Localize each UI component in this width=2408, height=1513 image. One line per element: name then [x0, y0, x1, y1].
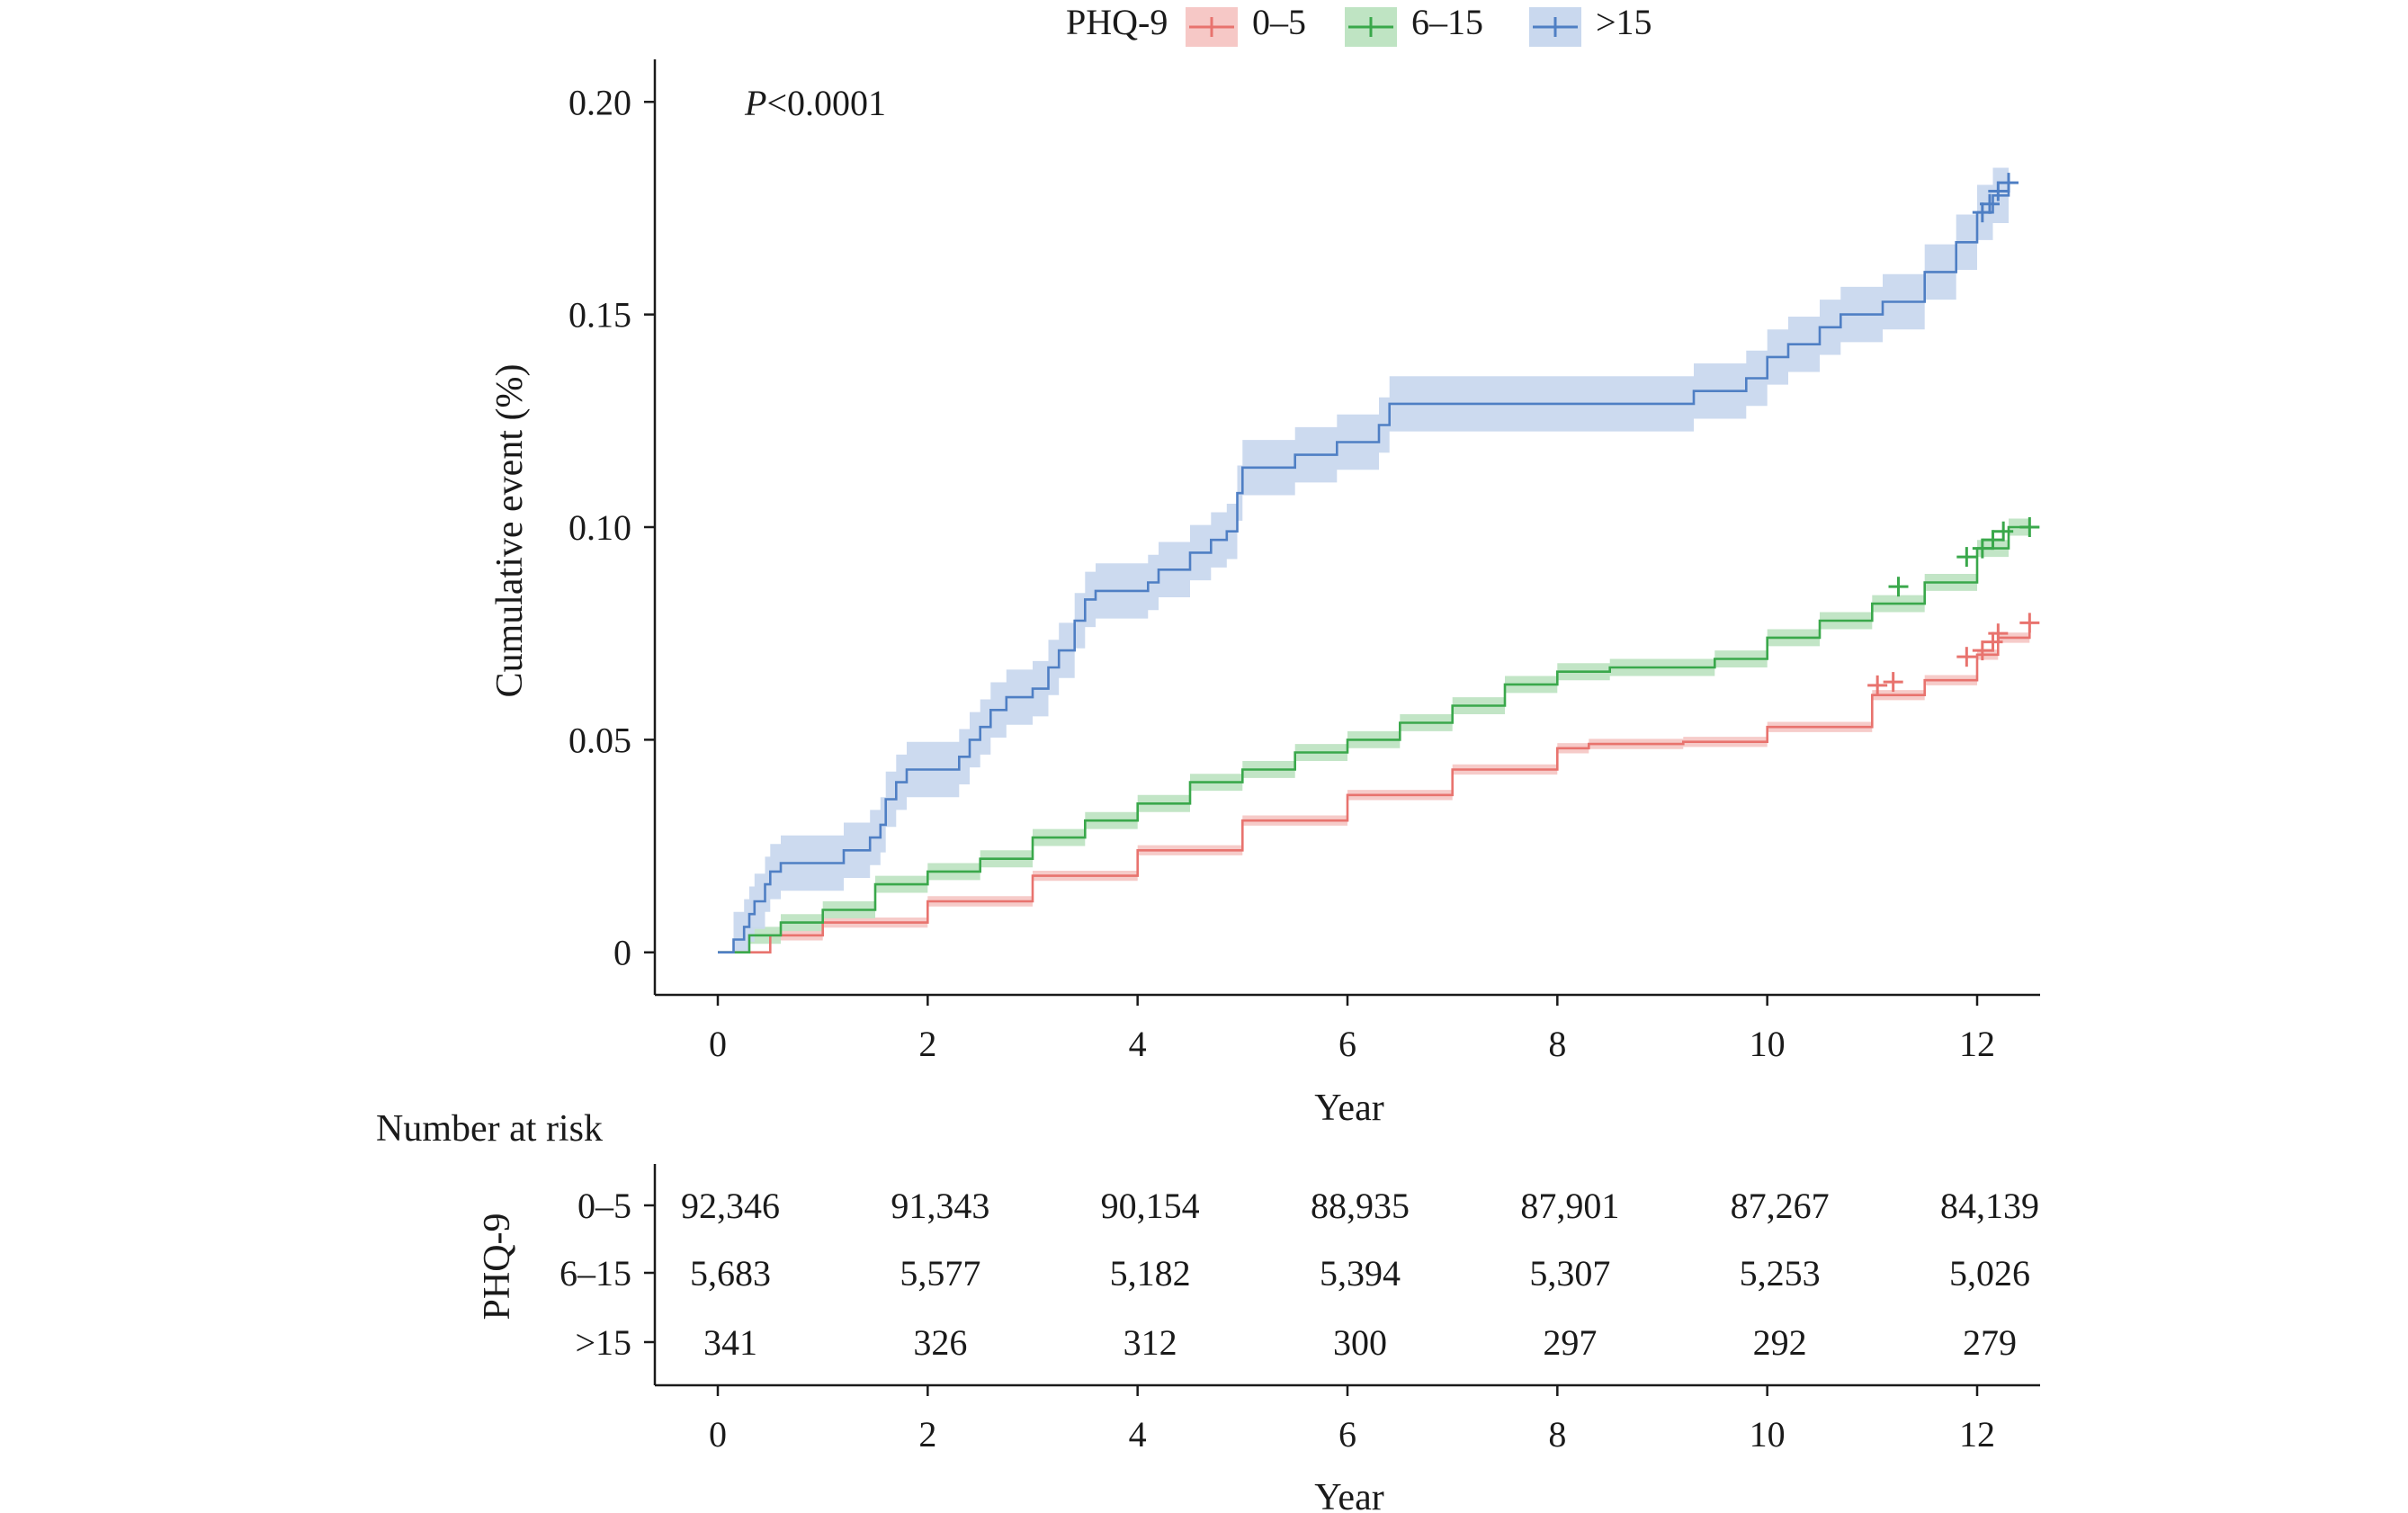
risk-table: Number at risk PHQ-9 0–5 6–15 >15 0 2 4 6 8 10 12… [376, 1108, 2040, 1513]
risk-row-label: 6–15 [559, 1253, 631, 1294]
legend-label: >15 [1596, 2, 1652, 42]
censor-mark [1888, 577, 1909, 597]
p-value-rest: <0.0001 [766, 83, 886, 123]
confidence-bands [718, 155, 2030, 953]
censor-mark [1883, 672, 1903, 693]
risk-cell: 312 [1123, 1322, 1177, 1363]
x-tick-label: 2 [918, 1024, 936, 1064]
risk-cell: 92,346 [681, 1186, 780, 1226]
risk-x-tick-label: 6 [1338, 1414, 1356, 1455]
y-axis-title: Cumulative event (%) [489, 364, 531, 698]
risk-table-x-title: Year [1314, 1477, 1383, 1513]
censor-mark [1972, 640, 1992, 661]
censor-marks [1867, 173, 2040, 695]
band-1 [718, 617, 2030, 953]
risk-cell: 88,935 [1311, 1186, 1410, 1226]
risk-row-label: 0–5 [577, 1186, 631, 1226]
risk-cell: 87,901 [1520, 1186, 1619, 1226]
censor-mark [1983, 530, 2003, 551]
x-tick-label: 6 [1338, 1024, 1356, 1064]
p-value-italic: P [744, 83, 766, 123]
risk-cell: 5,307 [1529, 1253, 1610, 1294]
legend-key-3 [1529, 7, 1581, 47]
risk-x-tick-label: 12 [1959, 1414, 1995, 1455]
x-tick-label: 8 [1548, 1024, 1566, 1064]
band-3 [718, 155, 2009, 953]
legend-key-2 [1345, 7, 1397, 47]
risk-table-cells: 92,346 91,343 90,154 88,935 87,901 87,267 84,1… [681, 1186, 2039, 1363]
legend-label: 0–5 [1252, 2, 1306, 42]
x-tick-label: 4 [1129, 1024, 1147, 1064]
risk-table-axes: 0–5 6–15 >15 0 2 4 6 8 10 12 [559, 1164, 2040, 1455]
band-2 [718, 518, 2030, 953]
risk-cell: 5,683 [690, 1253, 771, 1294]
risk-cell: 300 [1333, 1322, 1387, 1363]
censor-mark [1993, 521, 2014, 542]
curve-2 [718, 525, 2030, 953]
legend-label: 6–15 [1411, 2, 1483, 42]
censor-mark [2019, 517, 2040, 537]
risk-x-tick-label: 4 [1129, 1414, 1147, 1455]
risk-table-heading: Number at risk [376, 1108, 603, 1150]
risk-cell: 341 [703, 1322, 757, 1363]
curve-1 [718, 622, 2031, 953]
censor-mark [1956, 647, 1977, 667]
risk-cell: 326 [913, 1322, 967, 1363]
risk-table-strata-title: PHQ-9 [477, 1213, 518, 1320]
y-tick-label: 0.15 [568, 295, 631, 336]
risk-cell: 5,182 [1110, 1253, 1191, 1294]
y-tick-label: 0.20 [568, 82, 631, 122]
p-value-annotation: P<0.0001 [744, 83, 886, 123]
risk-cell: 279 [1963, 1322, 2017, 1363]
x-tick-label: 12 [1959, 1024, 1995, 1064]
censor-mark [1988, 181, 2009, 201]
risk-x-tick-label: 8 [1548, 1414, 1566, 1455]
legend-title: PHQ-9 [1066, 2, 1168, 42]
risk-x-tick-label: 2 [918, 1414, 936, 1455]
legend-key-1 [1186, 7, 1238, 47]
curve-3 [718, 183, 2010, 953]
y-tick-label: 0.05 [568, 720, 631, 760]
risk-x-tick-label: 0 [709, 1414, 727, 1455]
risk-cell: 90,154 [1101, 1186, 1200, 1226]
censor-mark [1956, 547, 1977, 568]
risk-cell: 297 [1543, 1322, 1597, 1363]
risk-cell: 5,394 [1320, 1253, 1401, 1294]
risk-cell: 87,267 [1731, 1186, 1830, 1226]
x-tick-label: 10 [1750, 1024, 1786, 1064]
km-plot: 0 0.05 0.10 0.15 0.20 0 2 4 6 8 10 12 P<0.0001 Year… [489, 59, 2040, 1129]
x-axis-title: Year [1314, 1088, 1383, 1129]
survival-curves [718, 183, 2031, 953]
y-tick-label: 0.10 [568, 507, 631, 548]
plot-axes: 0 0.05 0.10 0.15 0.20 0 2 4 6 8 10 12 [568, 59, 2040, 1064]
risk-cell: 5,253 [1740, 1253, 1821, 1294]
risk-cell: 5,577 [900, 1253, 980, 1294]
risk-cell: 5,026 [1949, 1253, 2030, 1294]
censor-mark [1972, 538, 1992, 559]
risk-cell: 292 [1753, 1322, 1807, 1363]
risk-cell: 91,343 [891, 1186, 989, 1226]
risk-cell: 84,139 [1940, 1186, 2039, 1226]
y-tick-label: 0 [613, 933, 631, 973]
risk-row-label: >15 [575, 1322, 631, 1363]
risk-x-tick-label: 10 [1750, 1414, 1786, 1455]
legend: PHQ-9 0–5 6–15 >15 [1066, 2, 1652, 47]
censor-mark [1867, 675, 1888, 695]
censor-mark [1980, 193, 2000, 214]
x-tick-label: 0 [709, 1024, 727, 1064]
censor-mark [2019, 613, 2040, 633]
censor-mark [1999, 173, 2019, 193]
censor-mark [1988, 623, 2009, 644]
